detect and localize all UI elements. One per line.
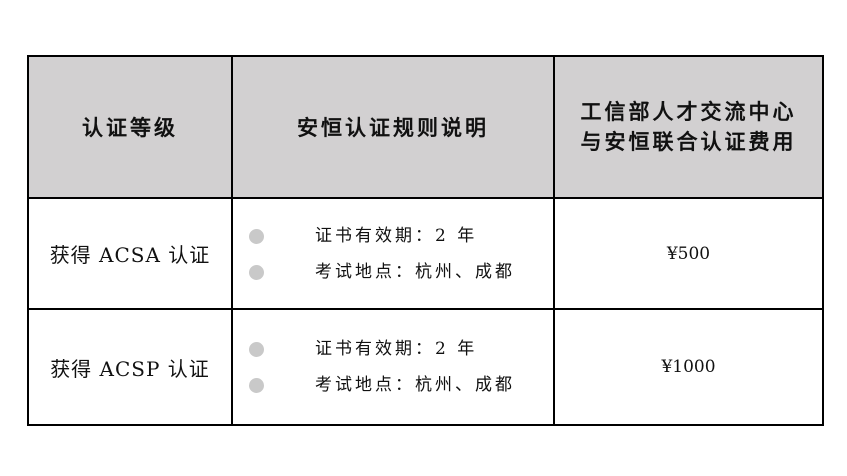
row-rules: 证书有效期：2 年 考试地点：杭州、成都 (231, 197, 555, 310)
certification-fee-table: 认证等级 安恒认证规则说明 工信部人才交流中心 与安恒联合认证费用 获得 ACS… (27, 55, 824, 426)
list-item: 证书有效期：2 年 (233, 331, 553, 367)
list-item: 考试地点：杭州、成都 (233, 254, 553, 290)
list-item: 考试地点：杭州、成都 (233, 367, 553, 403)
header-rules: 安恒认证规则说明 (231, 55, 555, 199)
rule-text: 考试地点：杭州、成都 (315, 261, 515, 282)
rule-text: 考试地点：杭州、成都 (315, 375, 515, 395)
row-rules: 证书有效期：2 年 考试地点：杭州、成都 (231, 308, 555, 426)
rule-text: 证书有效期：2 年 (315, 225, 478, 246)
bullet-dot-icon (249, 228, 264, 244)
table-row: 获得 ACSA 认证 证书有效期：2 年 考试地点：杭州、成都 ¥500 (27, 197, 824, 310)
list-item: 证书有效期：2 年 (233, 218, 553, 254)
bullet-dot-icon (249, 378, 264, 393)
row-level: 获得 ACSA 认证 (27, 197, 233, 310)
table-row: 获得 ACSP 认证 证书有效期：2 年 考试地点：杭州、成都 ¥1000 (27, 308, 824, 426)
bullet-dot-icon (249, 342, 264, 357)
header-fee-line2: 与安恒联合认证费用 (580, 129, 797, 154)
row-level: 获得 ACSP 认证 (27, 308, 233, 426)
header-level: 认证等级 (27, 55, 233, 199)
rule-text: 证书有效期：2 年 (315, 339, 478, 359)
row-fee: ¥500 (553, 197, 824, 310)
row-fee: ¥1000 (553, 308, 824, 426)
table-header-row: 认证等级 安恒认证规则说明 工信部人才交流中心 与安恒联合认证费用 (27, 55, 824, 199)
header-fee-line1: 工信部人才交流中心 (580, 99, 797, 124)
bullet-dot-icon (249, 264, 264, 280)
header-fee: 工信部人才交流中心 与安恒联合认证费用 (553, 55, 824, 199)
